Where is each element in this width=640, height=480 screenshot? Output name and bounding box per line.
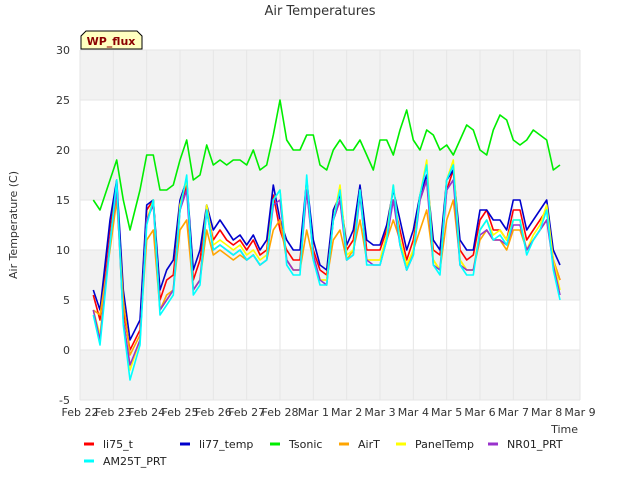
grid-band xyxy=(80,50,580,100)
y-tick-label: 25 xyxy=(56,94,70,107)
x-tick-label: Mar 3 xyxy=(364,406,395,419)
x-tick-label: Feb 27 xyxy=(228,406,265,419)
chart-title: Air Temperatures xyxy=(264,4,375,19)
x-tick-label: Feb 24 xyxy=(128,406,165,419)
legend-label-am25t-prt: AM25T_PRT xyxy=(103,455,167,468)
y-tick-label: 0 xyxy=(63,344,70,357)
legend-label-nr01-prt: NR01_PRT xyxy=(507,438,563,451)
badge-shape xyxy=(80,30,143,50)
legend-label-tsonic: Tsonic xyxy=(288,438,322,451)
x-axis-title: Time xyxy=(550,423,578,436)
plot-area xyxy=(80,50,580,400)
x-tick-label: Feb 25 xyxy=(162,406,199,419)
y-tick-label: 15 xyxy=(56,194,70,207)
grid-band xyxy=(80,350,580,400)
y-tick-label: 20 xyxy=(56,144,70,157)
x-tick-label: Mar 7 xyxy=(498,406,529,419)
series-line-li77-temp xyxy=(92,169,561,341)
x-tick-label: Feb 26 xyxy=(195,406,232,419)
x-tick-label: Feb 22 xyxy=(62,406,99,419)
x-tick-label: Mar 2 xyxy=(331,406,362,419)
legend-label-paneltemp: PanelTemp xyxy=(415,438,474,451)
x-tick-label: Mar 4 xyxy=(398,406,429,419)
y-axis-title: Air Temperature (C) xyxy=(7,171,20,279)
x-tick-label: Mar 1 xyxy=(298,406,329,419)
y-axis-ticks: -5 0 5 10 15 20 25 30 xyxy=(56,44,70,407)
x-tick-label: Feb 28 xyxy=(262,406,299,419)
series-line-am25t-prt xyxy=(92,164,561,381)
legend: li75_t li77_temp Tsonic AirT PanelTemp NR01_P… xyxy=(84,438,563,468)
x-tick-label: Mar 8 xyxy=(531,406,562,419)
y-tick-label: -5 xyxy=(59,394,70,407)
y-tick-label: 30 xyxy=(56,44,70,57)
legend-label-li77-temp: li77_temp xyxy=(199,438,253,451)
series-layer xyxy=(92,99,561,381)
series-line-tsonic xyxy=(92,99,561,231)
badge-label: WP_flux xyxy=(87,35,136,48)
x-tick-label: Mar 9 xyxy=(564,406,595,419)
legend-label-airt: AirT xyxy=(358,438,380,451)
y-tick-label: 5 xyxy=(63,294,70,307)
y-tick-label: 10 xyxy=(56,244,70,257)
x-tick-label: Feb 23 xyxy=(95,406,132,419)
legend-label-li75-t: li75_t xyxy=(103,438,134,451)
badge: WP_flux xyxy=(80,30,143,50)
x-tick-label: Mar 5 xyxy=(431,406,462,419)
x-tick-label: Mar 6 xyxy=(464,406,495,419)
